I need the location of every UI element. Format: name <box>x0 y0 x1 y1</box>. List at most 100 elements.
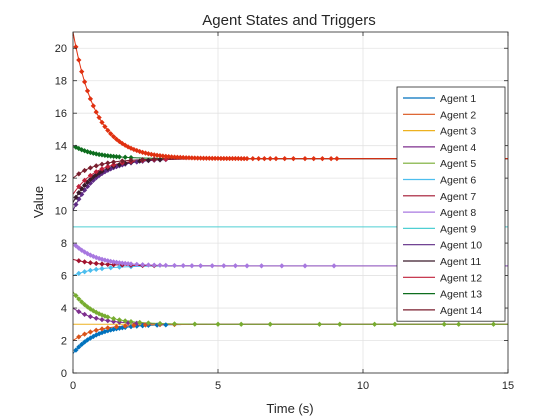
trigger-marker <box>209 263 215 269</box>
trigger-marker <box>116 317 123 323</box>
trigger-marker <box>110 159 117 165</box>
trigger-marker <box>441 321 447 327</box>
trigger-marker <box>96 151 102 158</box>
trigger-marker <box>113 136 120 142</box>
x-tick-label: 15 <box>502 380 514 392</box>
trigger-marker <box>76 190 82 196</box>
y-tick-label: 14 <box>55 141 67 153</box>
trigger-marker <box>316 321 323 327</box>
trigger-marker <box>81 182 88 188</box>
y-tick-label: 16 <box>55 108 67 120</box>
trigger-marker <box>110 316 117 322</box>
legend-entry: Agent 13 <box>440 289 482 301</box>
trigger-marker <box>105 160 111 166</box>
trigger-marker <box>189 263 195 269</box>
trigger-marker <box>334 156 340 162</box>
trigger-marker <box>87 260 94 266</box>
trigger-marker <box>93 266 99 273</box>
trigger-marker <box>122 154 128 160</box>
legend-entry: Agent 10 <box>440 240 482 252</box>
trigger-marker <box>113 324 120 330</box>
y-tick-label: 18 <box>55 76 67 88</box>
trigger-marker <box>87 149 94 156</box>
trigger-marker <box>84 304 91 310</box>
trigger-marker <box>122 142 128 148</box>
trigger-marker <box>79 341 85 347</box>
trigger-marker <box>93 163 99 169</box>
trigger-marker <box>302 263 308 269</box>
trigger-marker <box>192 321 198 327</box>
trigger-marker <box>73 347 79 353</box>
trigger-marker <box>151 156 157 162</box>
trigger-marker <box>137 319 143 326</box>
trigger-marker <box>331 263 337 269</box>
legend-entry: Agent 2 <box>440 109 476 121</box>
trigger-marker <box>105 261 111 268</box>
trigger-marker <box>261 155 268 162</box>
trigger-marker <box>157 320 163 327</box>
trigger-marker <box>116 154 123 160</box>
trigger-marker <box>81 311 88 318</box>
trigger-marker <box>81 177 88 183</box>
legend-entry: Agent 7 <box>440 191 476 203</box>
x-axis-label: Time (s) <box>266 401 313 416</box>
trigger-marker <box>273 156 279 162</box>
trigger-marker <box>128 261 134 267</box>
legend-entry: Agent 9 <box>440 223 476 235</box>
trigger-marker <box>79 147 85 153</box>
trigger-marker <box>76 171 82 177</box>
trigger-marker <box>171 321 178 327</box>
legend-entry: Agent 5 <box>440 158 476 170</box>
trigger-marker <box>87 165 94 171</box>
trigger-marker <box>99 119 105 125</box>
trigger-marker <box>105 164 111 170</box>
trigger-marker <box>99 261 105 267</box>
trigger-marker <box>76 183 82 190</box>
trigger-marker <box>108 265 114 271</box>
trigger-marker <box>238 321 244 327</box>
trigger-marker <box>180 263 186 269</box>
y-tick-label: 10 <box>55 206 67 218</box>
legend-entry: Agent 11 <box>440 256 481 268</box>
trigger-marker <box>87 313 94 320</box>
trigger-marker <box>73 293 79 299</box>
trigger-marker <box>79 186 85 192</box>
trigger-marker <box>244 263 250 269</box>
trigger-marker <box>311 156 317 162</box>
trigger-marker <box>171 262 178 269</box>
trigger-marker <box>73 243 79 249</box>
y-tick-label: 2 <box>61 336 67 348</box>
legend-entry: Agent 12 <box>440 272 482 284</box>
trigger-marker <box>84 149 91 155</box>
trigger-marker <box>93 169 99 175</box>
trigger-marker <box>76 296 82 302</box>
trigger-marker <box>490 321 497 327</box>
x-tick-label: 10 <box>357 380 369 392</box>
trigger-marker <box>81 269 88 275</box>
y-axis-label: Value <box>31 186 46 218</box>
trigger-marker <box>84 88 91 94</box>
trigger-marker <box>145 157 152 163</box>
trigger-marker <box>151 262 157 268</box>
x-tick-label: 5 <box>215 380 221 392</box>
trigger-marker <box>99 317 105 323</box>
trigger-marker <box>337 321 343 327</box>
trigger-marker <box>244 155 250 162</box>
trigger-marker <box>81 339 88 345</box>
legend-entry: Agent 4 <box>440 142 476 154</box>
y-tick-label: 12 <box>55 173 67 185</box>
trigger-marker <box>73 201 79 208</box>
trigger-marker <box>215 321 221 327</box>
trigger-marker <box>102 257 108 263</box>
trigger-marker <box>145 320 152 326</box>
trigger-marker <box>87 96 94 102</box>
y-tick-label: 20 <box>55 43 67 55</box>
trigger-marker <box>282 156 288 162</box>
legend-box <box>396 86 506 322</box>
trigger-marker <box>267 321 273 327</box>
trigger-marker <box>267 156 273 162</box>
chart-title: Agent States and Triggers <box>202 12 375 29</box>
trigger-marker <box>90 308 96 314</box>
trigger-marker <box>302 156 308 162</box>
